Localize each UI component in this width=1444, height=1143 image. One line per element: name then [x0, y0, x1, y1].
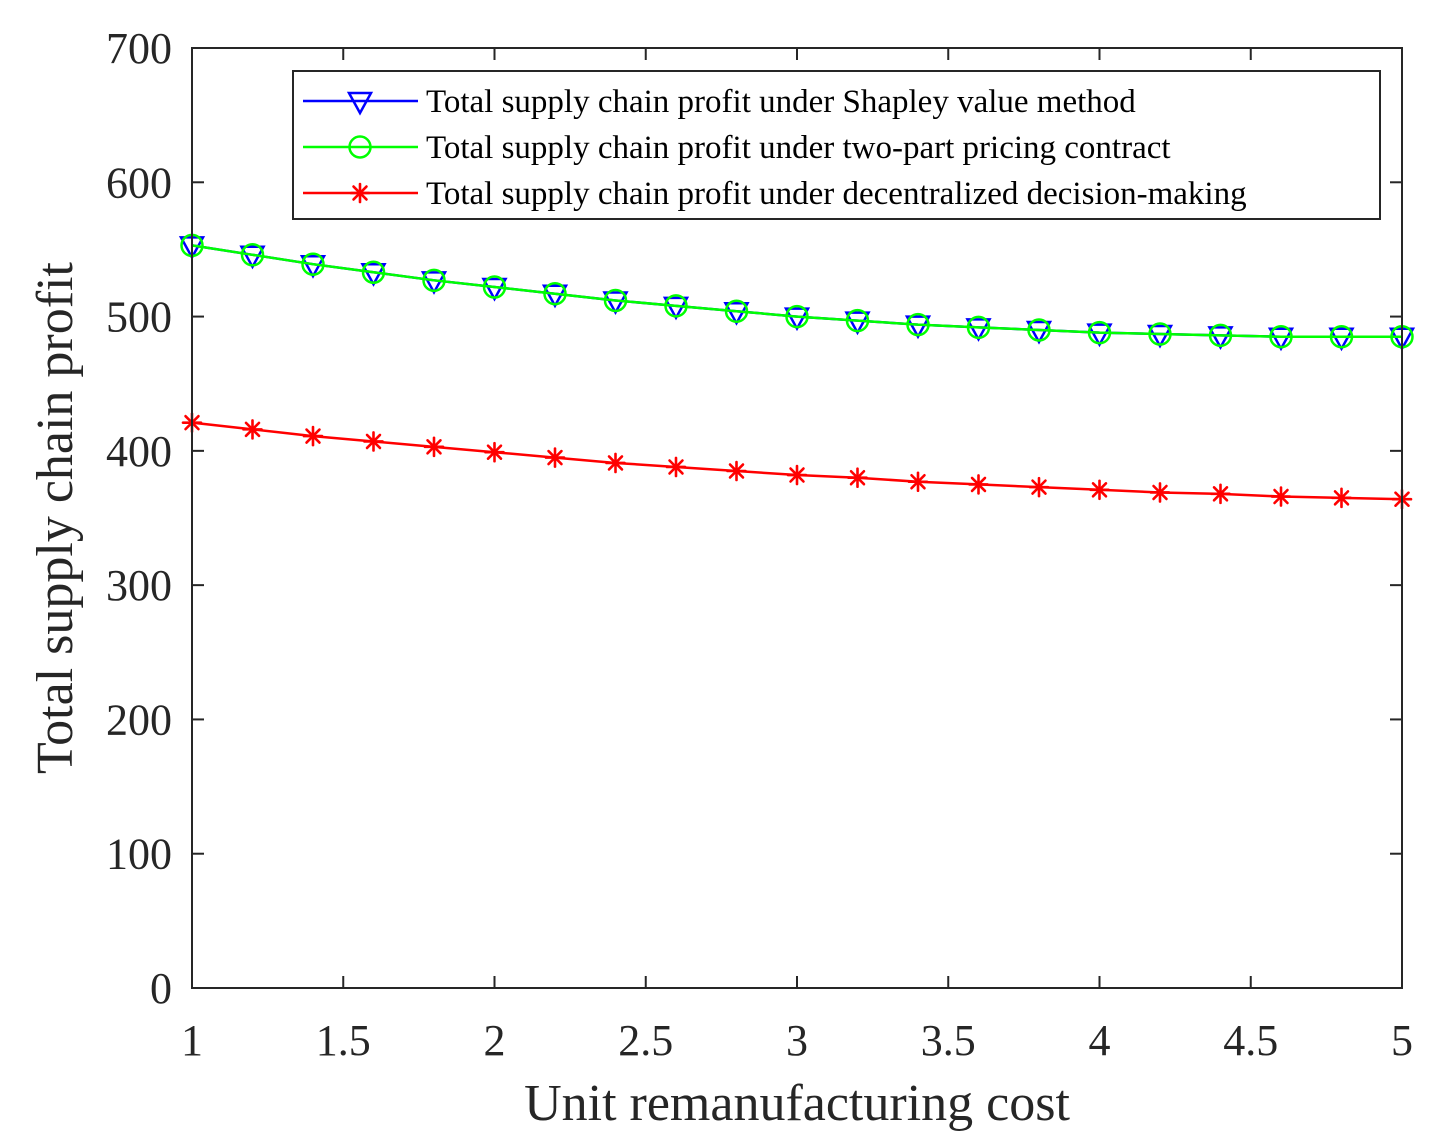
data-point: [1270, 486, 1292, 507]
data-point: [363, 431, 384, 452]
legend-marker: [348, 135, 372, 159]
data-point: [1269, 324, 1293, 349]
data-point: [966, 315, 991, 340]
legend-marker: [349, 182, 371, 204]
data-point: [481, 277, 508, 302]
data-point: [299, 254, 327, 279]
data-point: [844, 311, 871, 336]
legend-label: Total supply chain profit under two-part…: [426, 130, 1171, 166]
data-point: [662, 296, 690, 321]
y-tick-label: 600: [106, 158, 172, 207]
data-point: [723, 301, 750, 326]
data-point: [360, 263, 387, 287]
data-point: [541, 284, 569, 309]
y-tick-label: 100: [106, 830, 172, 879]
data-point: [664, 294, 688, 318]
data-point: [301, 252, 325, 276]
data-point: [603, 288, 628, 313]
data-point: [907, 471, 929, 493]
data-point: [1146, 324, 1174, 349]
axis-ticks: 1 1.5 2 2.5 3 3.5 4 4.5 5 0 100 200 300 400 500 600 700: [106, 24, 1413, 1065]
data-point: [605, 452, 626, 474]
data-point: [420, 271, 448, 295]
legend-label: Total supply chain profit under decentra…: [426, 176, 1247, 212]
legend-entry: Total supply chain profit under Shapley …: [303, 84, 1136, 120]
data-point: [724, 299, 749, 323]
legend-box: [292, 70, 1381, 220]
data-point: [361, 260, 386, 285]
x-axis-label: Unit remanufacturing cost: [524, 1075, 1070, 1132]
data-point: [1025, 320, 1053, 345]
data-point: [1208, 323, 1233, 348]
data-point: [845, 308, 870, 333]
series-line: [191, 244, 1402, 338]
data-point: [1148, 322, 1172, 346]
data-point: [1027, 318, 1051, 342]
data-point: [965, 318, 992, 342]
y-tick-label: 200: [106, 695, 172, 744]
y-axis-label: Total supply chain profit: [27, 261, 84, 773]
data-point: [847, 467, 868, 489]
data-point: [1086, 323, 1113, 348]
data-point: [482, 275, 507, 299]
x-tick-label: 5: [1391, 1016, 1413, 1065]
y-tick-label: 300: [106, 561, 172, 610]
x-tick-label: 3.5: [921, 1016, 976, 1065]
data-point: [783, 307, 811, 332]
data-point: [968, 474, 989, 495]
data-point: [1329, 324, 1354, 349]
series-2: [180, 233, 1414, 349]
y-tick-label: 700: [106, 24, 172, 73]
data-point: [1028, 476, 1050, 498]
x-tick-label: 1.5: [316, 1016, 371, 1065]
data-point: [1328, 327, 1355, 352]
legend: Total supply chain profit under Shapley …: [292, 70, 1381, 220]
data-point: [1089, 479, 1110, 501]
data-point: [665, 456, 687, 478]
data-point: [786, 464, 808, 486]
x-tick-label: 2.5: [618, 1016, 673, 1065]
data-point: [240, 243, 265, 267]
data-point: [906, 312, 930, 337]
x-tick-label: 3: [786, 1016, 808, 1065]
y-tick-label: 0: [150, 964, 172, 1013]
legend-label: Total supply chain profit under Shapley …: [426, 84, 1136, 120]
data-point: [1210, 483, 1231, 505]
x-tick-label: 4.5: [1223, 1016, 1278, 1065]
y-tick-label: 500: [106, 293, 172, 342]
x-tick-label: 1: [181, 1016, 203, 1065]
data-point: [543, 281, 567, 306]
legend-entry: Total supply chain profit under two-part…: [303, 130, 1171, 166]
x-tick-label: 4: [1089, 1016, 1111, 1065]
data-point: [602, 291, 629, 316]
data-point: [1087, 320, 1112, 345]
data-point: [726, 460, 747, 482]
data-point: [1267, 327, 1295, 352]
data-point: [242, 419, 263, 440]
y-tick-label: 400: [106, 427, 172, 476]
data-point: [1149, 482, 1171, 503]
data-point: [544, 447, 566, 468]
data-point: [1207, 326, 1234, 350]
legend-marker: [346, 91, 374, 116]
data-point: [302, 425, 324, 447]
data-point: [484, 441, 505, 463]
data-point: [785, 304, 809, 329]
x-tick-label: 2: [484, 1016, 506, 1065]
data-point: [1331, 487, 1352, 509]
data-point: [904, 315, 932, 340]
legend-entry: Total supply chain profit under decentra…: [303, 176, 1247, 212]
series-layer: [178, 233, 1416, 510]
data-point: [423, 436, 445, 458]
data-point: [422, 268, 446, 293]
